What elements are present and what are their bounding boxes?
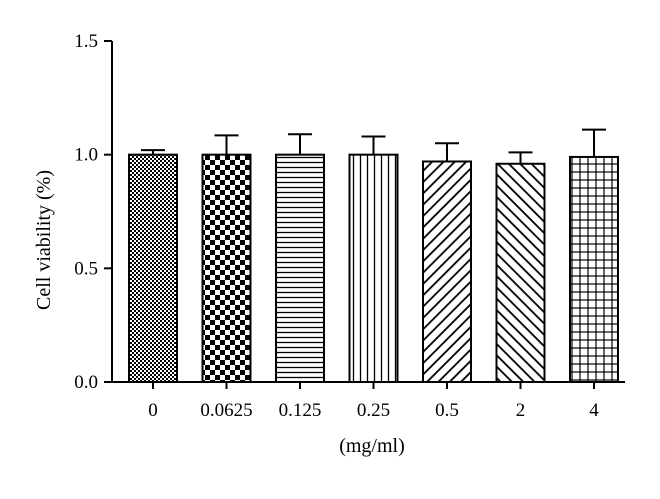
axes-layer <box>104 40 625 389</box>
x-tick-label-6: 4 <box>589 400 599 421</box>
x-tick-label-5: 2 <box>516 400 526 421</box>
x-tick-label-3: 0.25 <box>357 400 390 421</box>
x-tick-label-0: 0 <box>148 400 158 421</box>
x-axis-title: (mg/ml) <box>339 435 405 457</box>
x-tick-label-2: 0.125 <box>279 400 322 421</box>
bar-5 <box>495 162 546 383</box>
labels-layer: 0 0.0625 0.125 0.25 0.5 2 4 0.0 0.5 1.0 1.5 <box>74 31 599 421</box>
bar-4 <box>422 160 472 383</box>
y-tick-label-0: 0.0 <box>74 372 98 393</box>
y-tick-label-3: 1.5 <box>74 31 98 52</box>
y-tick-label-1: 0.5 <box>74 258 98 279</box>
bar-1 <box>201 153 252 383</box>
bar-6 <box>569 155 619 383</box>
bar-3 <box>348 153 399 383</box>
bar-2 <box>275 153 325 383</box>
error-bars-layer <box>141 128 606 164</box>
bar-0 <box>128 153 178 383</box>
y-tick-label-2: 1.0 <box>74 145 98 166</box>
y-axis-title: Cell viability (%) <box>33 170 55 310</box>
bars-layer <box>128 153 619 383</box>
x-tick-label-1: 0.0625 <box>200 400 252 421</box>
x-tick-label-4: 0.5 <box>435 400 459 421</box>
